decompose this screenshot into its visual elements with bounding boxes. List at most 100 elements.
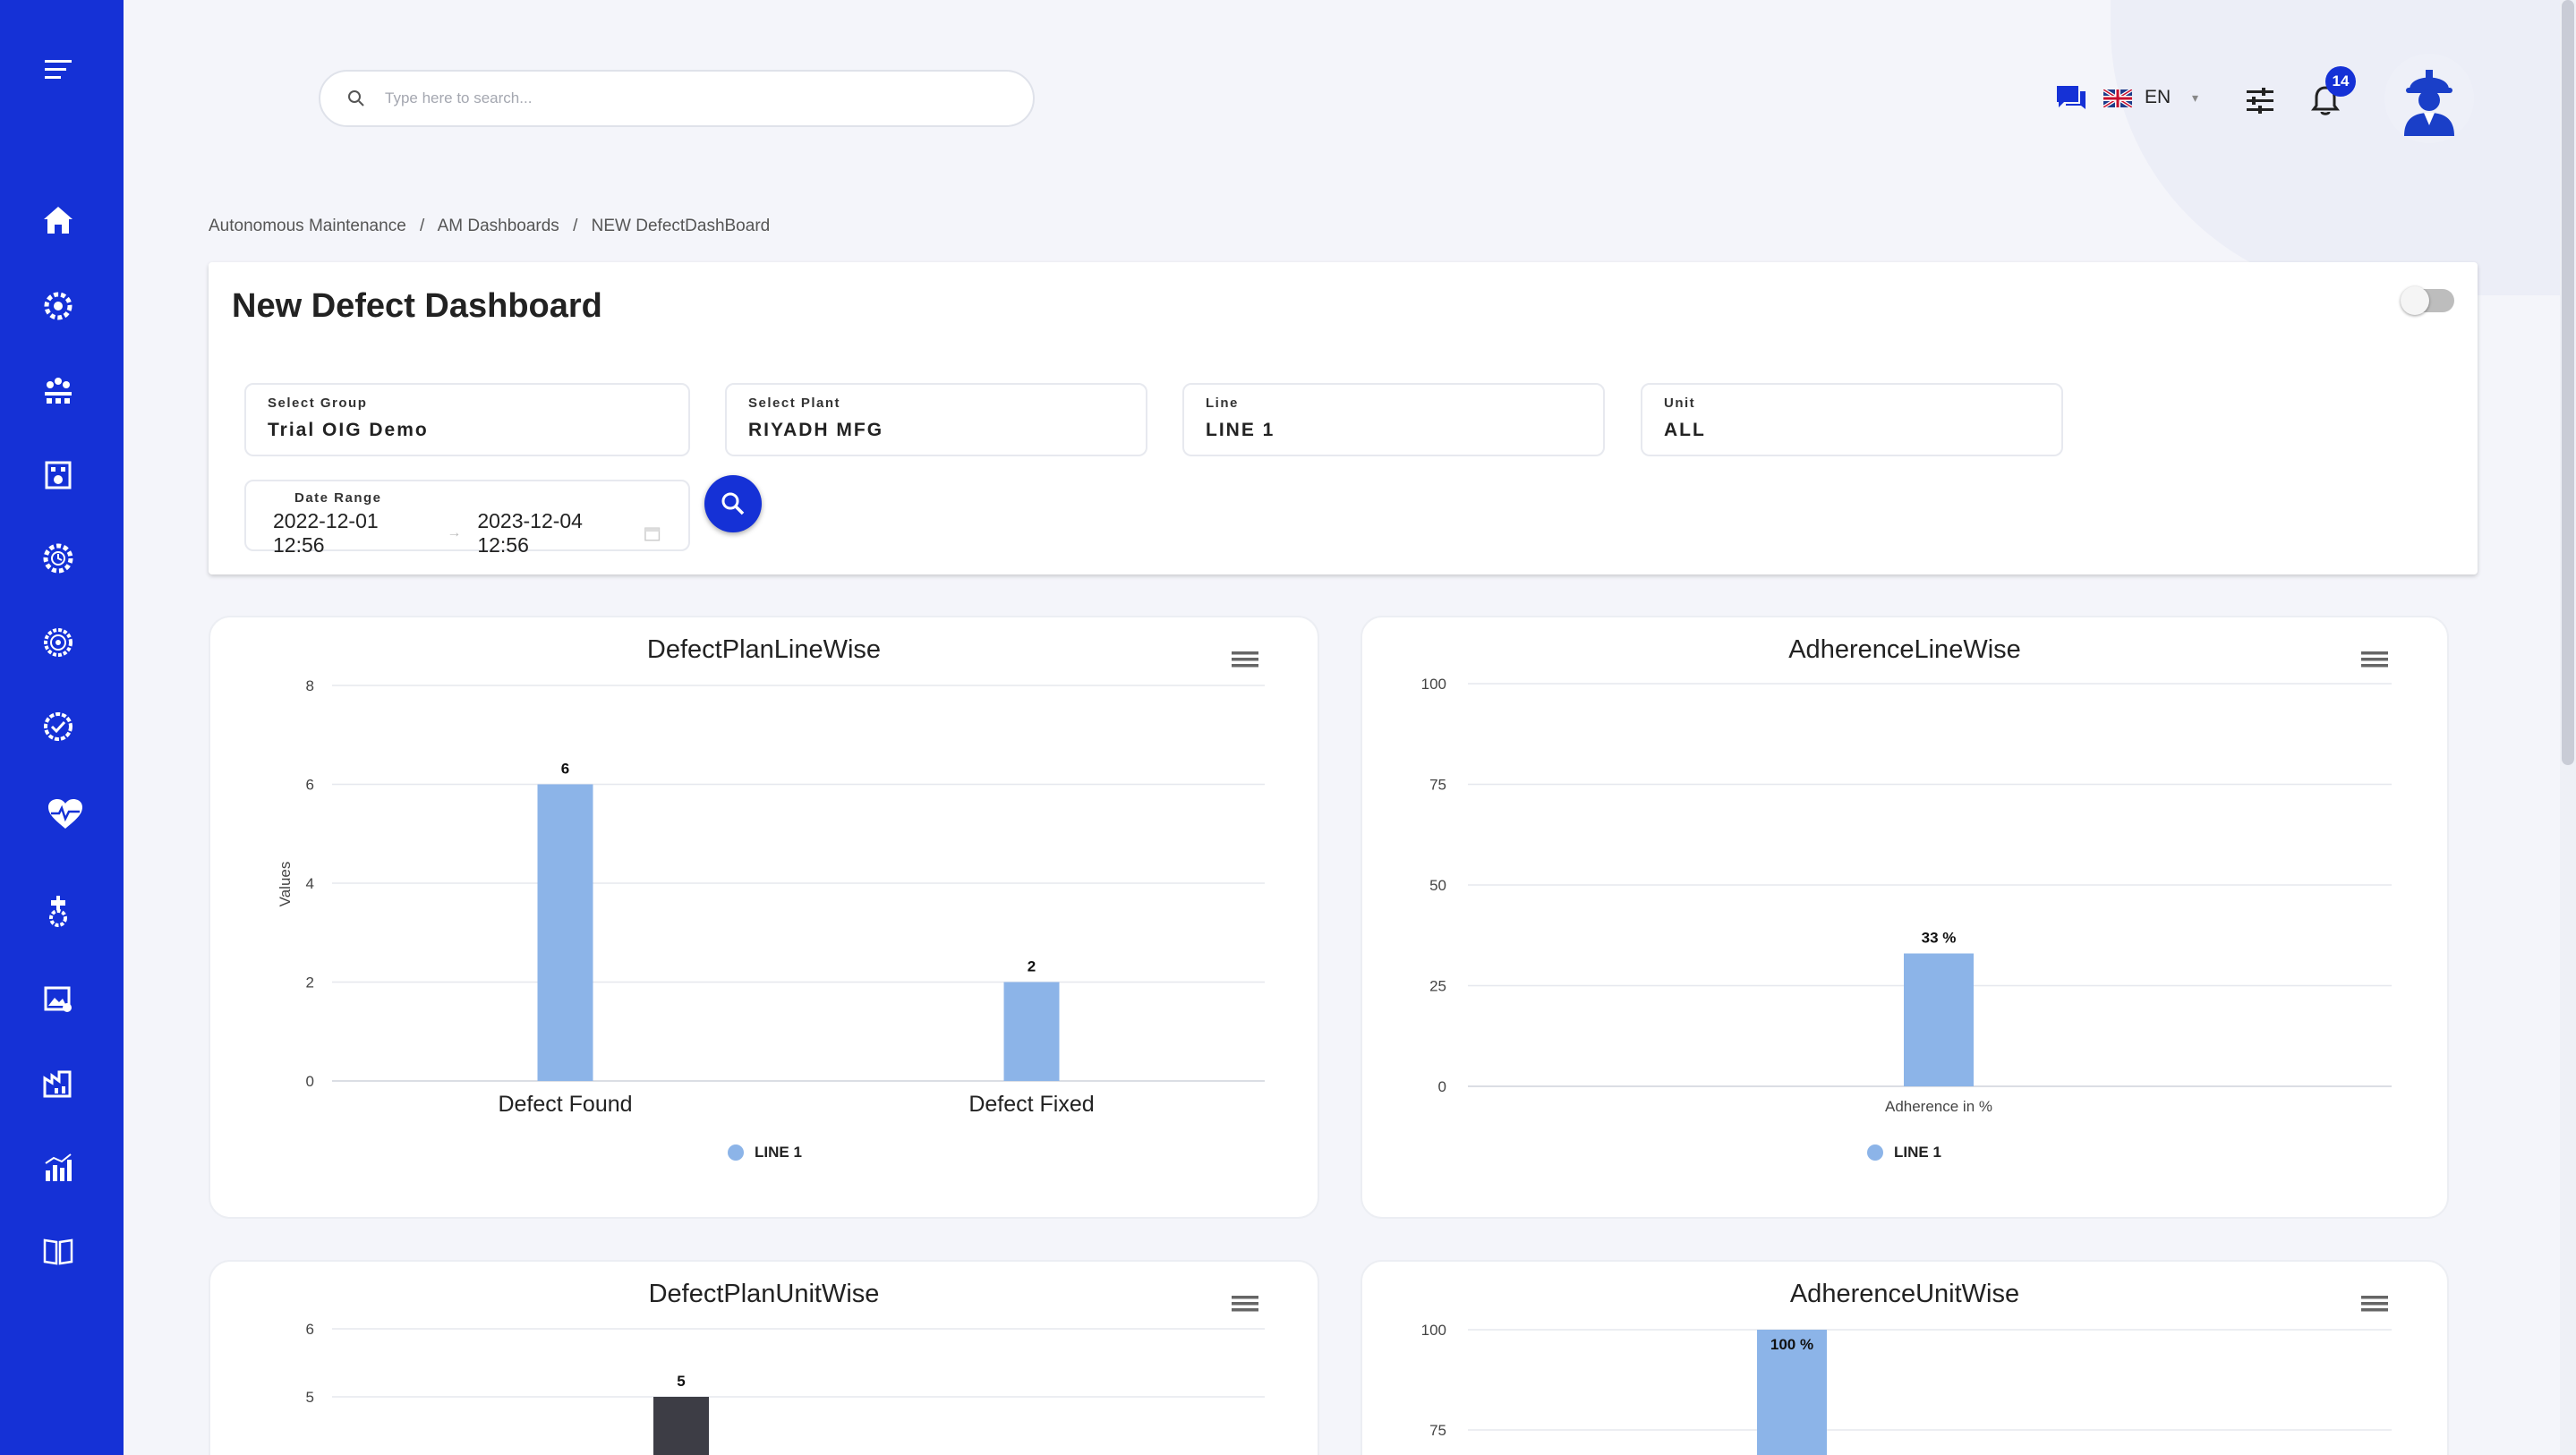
x-tick-label: Defect Found bbox=[498, 1092, 632, 1117]
data-label: 33 % bbox=[1922, 930, 1957, 947]
date-range-separator: → bbox=[447, 525, 462, 540]
page-title: New Defect Dashboard bbox=[232, 287, 602, 325]
filter-card: New Defect Dashboard Select Group Trial … bbox=[209, 262, 2478, 574]
x-tick-label: Defect Fixed bbox=[968, 1092, 1094, 1117]
adherence-unit-wise-chart: 75 100 100 % bbox=[1421, 1322, 2392, 1455]
y-tick-label: 4 bbox=[306, 875, 314, 892]
unit-field[interactable]: Unit ALL bbox=[1641, 383, 2063, 456]
hamburger-menu-icon[interactable] bbox=[1232, 1294, 1258, 1314]
chevron-down-icon[interactable]: ▾ bbox=[2192, 90, 2199, 105]
x-axis-label: Adherence in % bbox=[1885, 1098, 1992, 1115]
search-button[interactable] bbox=[704, 475, 762, 532]
adherence-unit-wise-card: AdherenceUnitWise 75 100 100 % bbox=[1361, 1260, 2449, 1455]
legend-label: LINE 1 bbox=[755, 1144, 802, 1161]
chart-title: DefectPlanUnitWise bbox=[648, 1280, 880, 1308]
date-range-field[interactable]: Date Range 2022-12-01 12:56 → 2023-12-04… bbox=[244, 480, 690, 557]
hamburger-menu-icon[interactable] bbox=[2361, 650, 2388, 669]
report-image-icon[interactable] bbox=[38, 979, 78, 1018]
field-value: LINE 1 bbox=[1206, 420, 1275, 440]
breadcrumb-current: NEW DefectDashBoard bbox=[591, 217, 771, 235]
filter-settings-icon[interactable] bbox=[2242, 82, 2278, 118]
heartbeat-icon[interactable] bbox=[43, 795, 88, 834]
field-value: ALL bbox=[1664, 420, 1706, 440]
date-range-end[interactable]: 2023-12-04 12:56 bbox=[477, 509, 583, 557]
data-label: 5 bbox=[677, 1373, 685, 1390]
date-range-start[interactable]: 2022-12-01 12:56 bbox=[273, 509, 379, 557]
breadcrumb-separator: / bbox=[573, 217, 578, 235]
clock-gear-icon[interactable] bbox=[38, 539, 78, 578]
search-bar[interactable] bbox=[319, 70, 1035, 127]
menu-icon[interactable] bbox=[38, 50, 78, 89]
select-group-field[interactable]: Select Group Trial OIG Demo bbox=[244, 383, 690, 456]
y-tick-label: 6 bbox=[306, 1321, 314, 1338]
calendar-icon[interactable] bbox=[643, 523, 661, 543]
legend-marker bbox=[728, 1144, 744, 1161]
breadcrumb-link-autonomous-maintenance[interactable]: Autonomous Maintenance bbox=[209, 217, 406, 235]
target-icon[interactable] bbox=[38, 623, 78, 662]
scrollbar-thumb[interactable] bbox=[2562, 0, 2574, 765]
chart-title: AdherenceLineWise bbox=[1788, 635, 2021, 664]
background-decoration bbox=[2111, 0, 2576, 295]
y-axis-label: Values bbox=[277, 862, 294, 907]
machine-gear-icon[interactable] bbox=[38, 891, 78, 931]
y-tick-label: 0 bbox=[1438, 1078, 1446, 1095]
bar bbox=[1003, 982, 1060, 1081]
book-icon[interactable] bbox=[38, 1231, 78, 1271]
hamburger-menu-icon[interactable] bbox=[1232, 650, 1258, 669]
bar bbox=[1904, 953, 1974, 1086]
worker-avatar-icon bbox=[2404, 70, 2454, 136]
y-tick-label: 75 bbox=[1429, 777, 1446, 794]
chart-title: DefectPlanLineWise bbox=[646, 635, 882, 664]
hamburger-menu-icon[interactable] bbox=[2361, 1294, 2388, 1314]
breadcrumb: Autonomous Maintenance / AM Dashboards /… bbox=[209, 217, 779, 236]
field-label: Select Plant bbox=[748, 396, 841, 411]
view-toggle[interactable] bbox=[2401, 286, 2454, 315]
adherence-line-wise-chart: 0 25 50 75 100 33 % Adherence in % bbox=[1421, 676, 2392, 1115]
y-tick-label: 25 bbox=[1429, 978, 1446, 995]
chart-legend[interactable]: LINE 1 bbox=[1867, 1144, 1941, 1161]
defect-plan-line-wise-chart: 0 2 4 6 8 Values 6 Defect Found 2 Defect Fixed bbox=[277, 677, 1265, 1117]
field-label: Date Range bbox=[294, 490, 382, 506]
bar-chart-icon[interactable] bbox=[38, 1149, 78, 1188]
y-tick-label: 100 bbox=[1421, 1322, 1446, 1339]
uk-flag-icon[interactable] bbox=[2103, 89, 2132, 107]
home-icon[interactable] bbox=[38, 200, 78, 240]
defect-plan-unit-wise-card: DefectPlanUnitWise 5 6 5 bbox=[209, 1260, 1319, 1455]
y-tick-label: 8 bbox=[306, 677, 314, 694]
y-tick-label: 75 bbox=[1429, 1422, 1446, 1439]
chart-legend[interactable]: LINE 1 bbox=[728, 1144, 802, 1161]
y-tick-label: 0 bbox=[306, 1073, 314, 1090]
y-tick-label: 5 bbox=[306, 1389, 314, 1406]
team-icon[interactable] bbox=[38, 370, 78, 410]
field-value: RIYADH MFG bbox=[748, 420, 884, 440]
check-badge-icon[interactable] bbox=[38, 707, 78, 746]
bar bbox=[653, 1397, 709, 1455]
sidebar bbox=[0, 0, 124, 1455]
factory-icon[interactable] bbox=[38, 455, 78, 494]
breadcrumb-separator: / bbox=[420, 217, 425, 235]
chart-title: AdherenceUnitWise bbox=[1789, 1280, 2020, 1308]
chat-icon[interactable] bbox=[2053, 81, 2089, 116]
adherence-line-wise-card: AdherenceLineWise 0 25 50 75 100 33 % Adherenc… bbox=[1361, 616, 2449, 1219]
notification-badge: 14 bbox=[2325, 66, 2356, 97]
y-tick-label: 100 bbox=[1421, 676, 1446, 693]
search-input[interactable] bbox=[385, 89, 1011, 107]
bar bbox=[537, 784, 593, 1081]
industry-chart-icon[interactable] bbox=[38, 1063, 78, 1102]
select-plant-field[interactable]: Select Plant RIYADH MFG bbox=[725, 383, 1147, 456]
scrollbar[interactable] bbox=[2560, 0, 2576, 1455]
y-tick-label: 2 bbox=[306, 974, 314, 991]
legend-marker bbox=[1867, 1144, 1883, 1161]
y-tick-label: 50 bbox=[1429, 877, 1446, 894]
data-label: 6 bbox=[561, 761, 569, 778]
search-icon bbox=[348, 90, 364, 106]
breadcrumb-link-am-dashboards[interactable]: AM Dashboards bbox=[437, 217, 559, 235]
bar bbox=[1757, 1330, 1827, 1455]
gear-shield-icon[interactable] bbox=[38, 286, 78, 326]
field-label: Line bbox=[1206, 396, 1239, 411]
legend-label: LINE 1 bbox=[1894, 1144, 1941, 1161]
line-field[interactable]: Line LINE 1 bbox=[1182, 383, 1605, 456]
field-label: Unit bbox=[1664, 396, 1696, 411]
avatar[interactable] bbox=[2384, 54, 2474, 143]
language-selector[interactable]: EN bbox=[2145, 87, 2171, 107]
